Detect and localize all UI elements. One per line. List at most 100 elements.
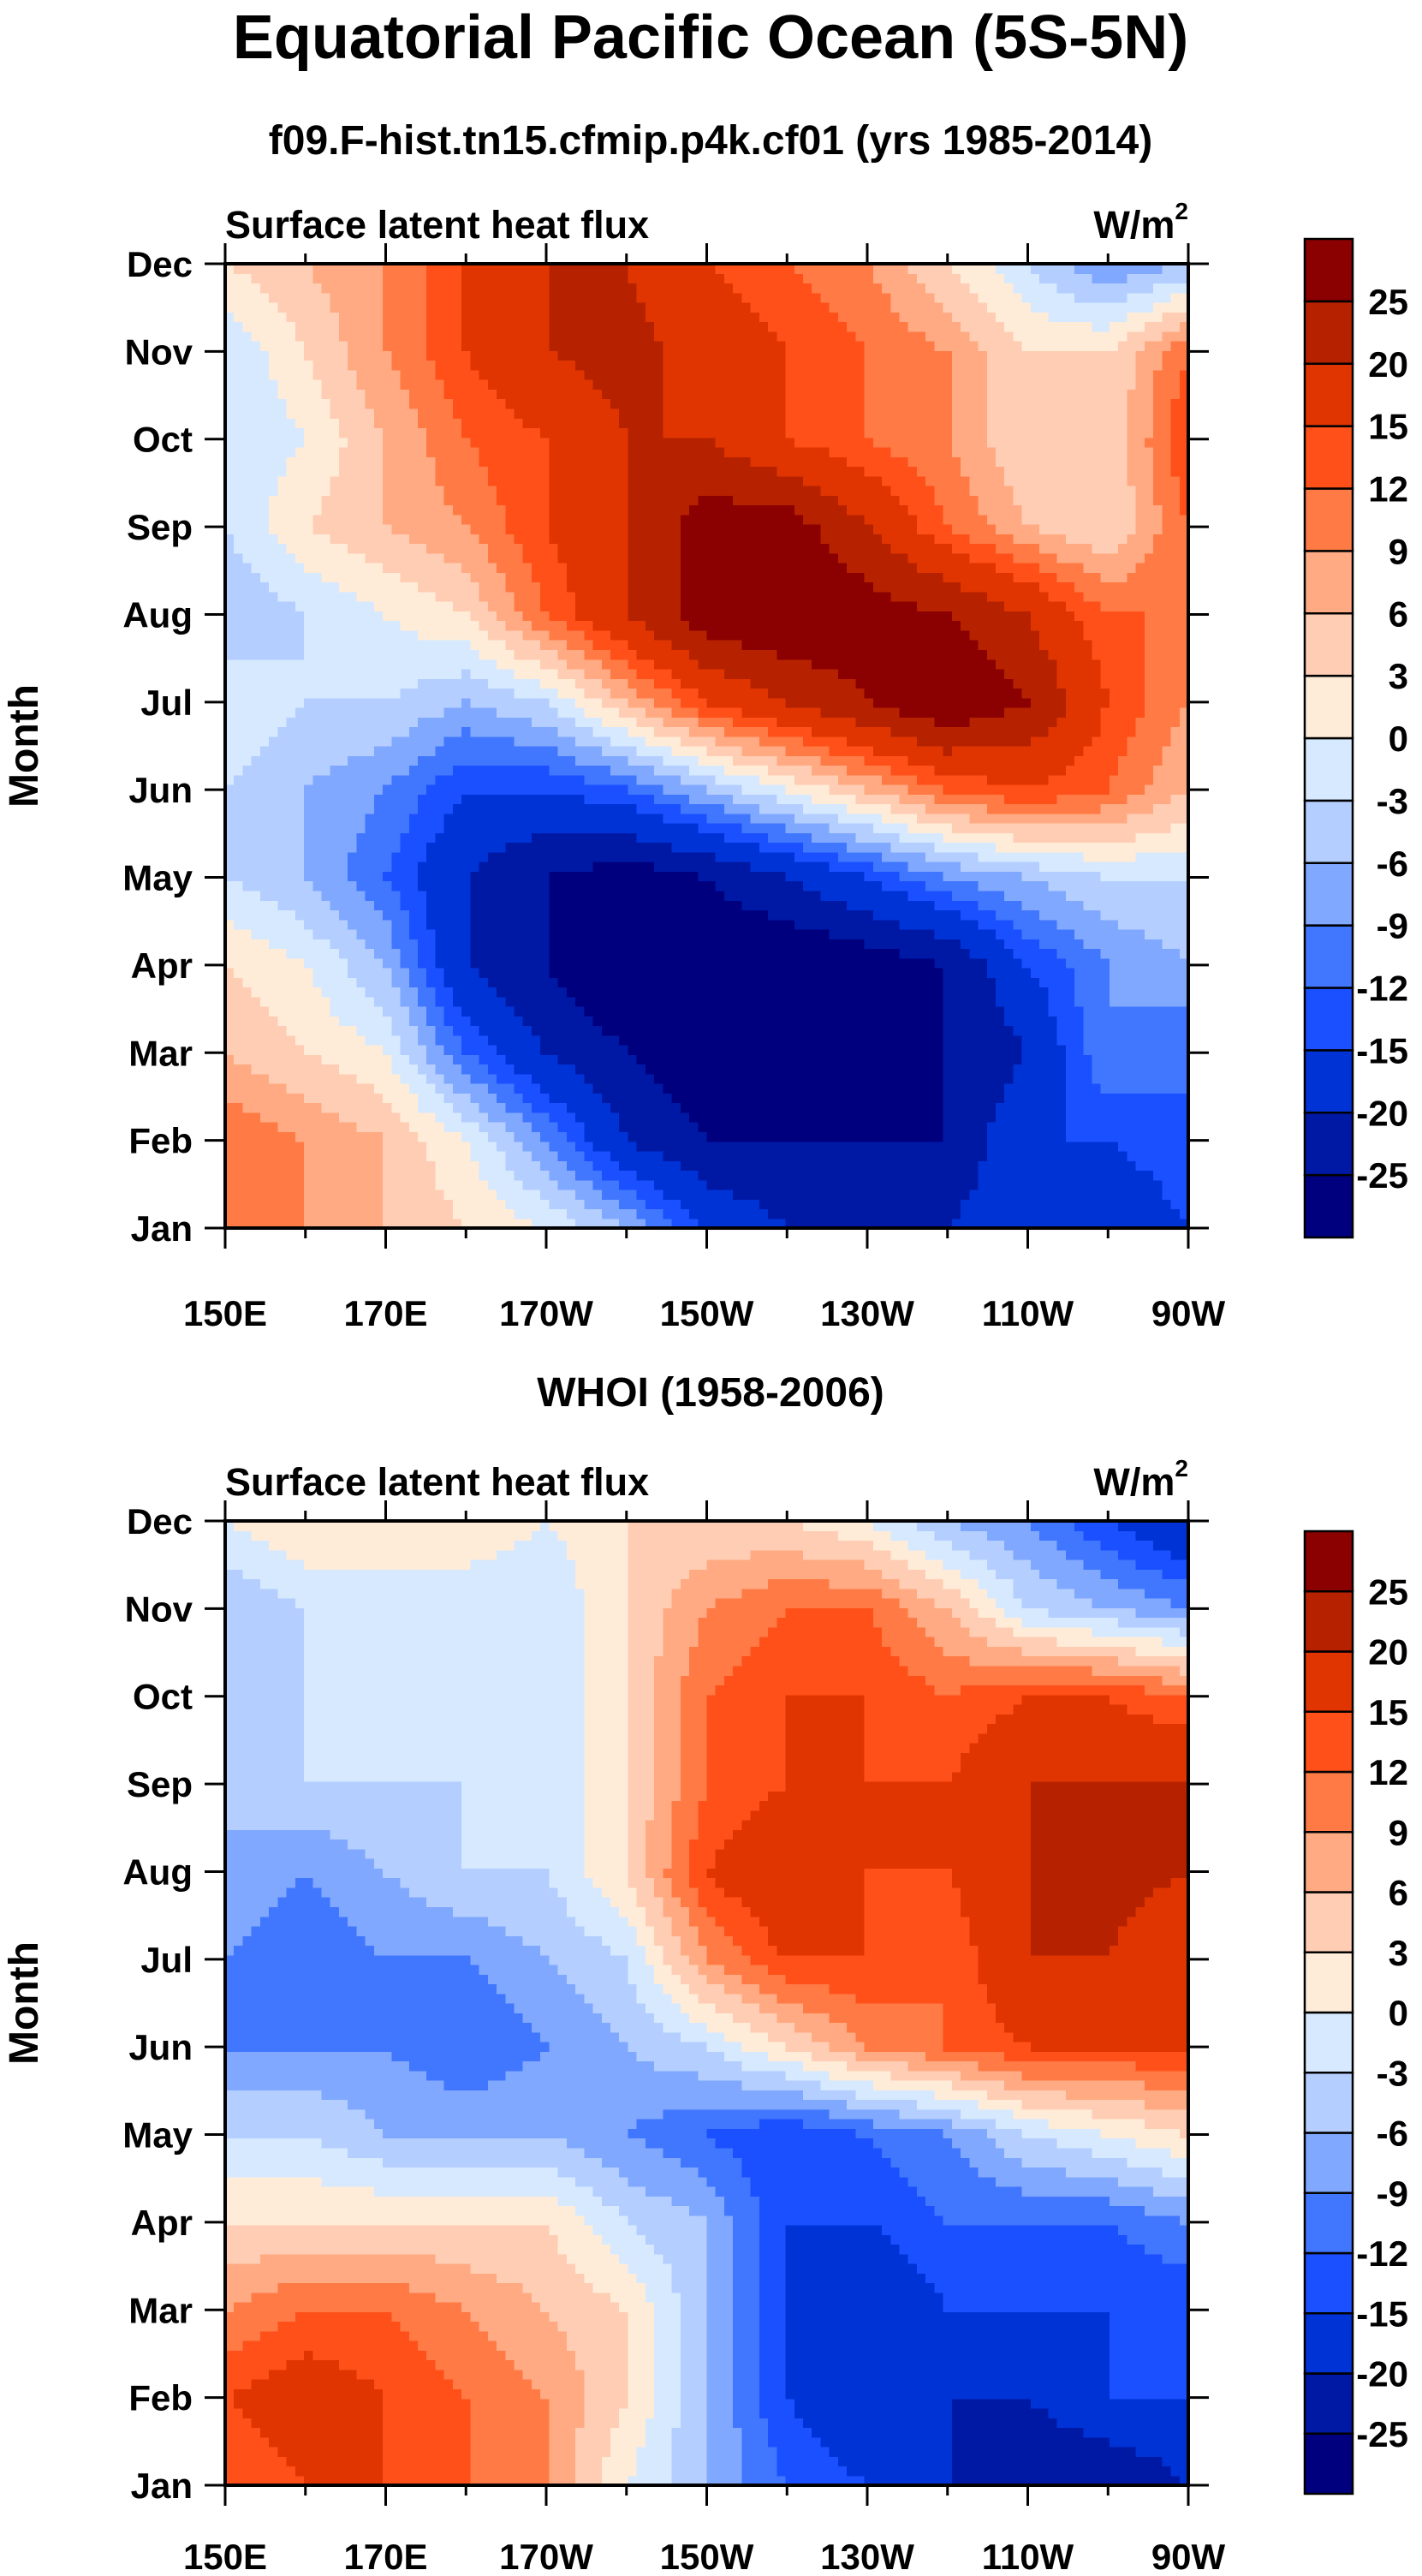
contour-cell [1056,1093,1067,1104]
contour-cell [750,928,760,939]
contour-cell [277,967,288,978]
contour-cell [487,784,497,795]
contour-cell [592,1189,603,1200]
contour-cell [934,919,944,930]
contour-cell [479,939,489,950]
contour-cell [1100,851,1110,862]
contour-cell [961,1131,970,1142]
contour-cell [365,939,375,950]
contour-cell [715,1025,725,1036]
contour-cell [251,1045,261,1055]
contour-cell [575,1006,585,1017]
contour-cell [872,939,883,950]
contour-cell [1021,1199,1032,1210]
contour-cell [750,1131,760,1142]
contour-cell [872,1025,883,1036]
contour-cell [610,928,620,939]
contour-cell [557,909,568,921]
contour-cell [1109,1006,1119,1017]
contour-cell [461,1218,471,1229]
contour-cell [715,967,725,978]
contour-cell [1135,1179,1145,1190]
contour-cell [365,1208,375,1219]
contour-cell [514,1016,524,1027]
contour-cell [330,1131,340,1142]
contour-cell [592,1122,603,1132]
contour-cell [514,784,524,795]
contour-cell [680,1141,690,1152]
contour-cell [916,996,926,1007]
contour-cell [925,996,936,1007]
contour-cell [418,1025,427,1036]
contour-cell [592,967,603,978]
contour-cell [1092,987,1102,998]
contour-cell [776,1160,787,1172]
contour-cell [225,987,235,998]
contour-cell [837,977,848,988]
contour-cell [251,1035,261,1046]
contour-cell [1109,862,1119,872]
contour-cell [820,1112,830,1123]
contour-cell [610,900,620,911]
contour-cell [487,996,497,1007]
contour-cell [934,1179,944,1190]
contour-cell [514,987,524,998]
contour-cell [689,1054,699,1065]
contour-cell [259,1199,270,1210]
contour-cell [969,987,979,998]
contour-cell [286,1073,296,1084]
contour-cell [400,1179,410,1190]
contour-cell [540,1083,550,1094]
contour-cell [1030,1064,1040,1075]
contour-cell [934,1199,944,1210]
contour-cell [373,928,384,939]
contour-cell [847,1189,856,1200]
contour-cell [741,1122,752,1132]
contour-cell [698,1122,708,1132]
contour-cell [776,1093,787,1104]
contour-cell [890,880,901,891]
contour-cell [338,919,348,930]
contour-cell [1056,948,1067,959]
contour-cell [951,1093,961,1104]
contour-cell [601,1131,611,1142]
contour-cell [916,1160,926,1172]
contour-cell [820,1025,830,1036]
contour-cell [1170,890,1181,901]
contour-cell [321,871,331,882]
contour-cell [348,880,358,891]
contour-cell [531,939,541,950]
contour-cell [1170,1035,1181,1046]
contour-cell [321,919,331,930]
contour-cell [715,987,725,998]
contour-cell [321,939,331,950]
contour-cell [803,1218,812,1229]
contour-cell [1144,987,1154,998]
contour-cell [619,1045,629,1055]
contour-cell [706,1112,717,1123]
contour-cell [391,1179,402,1190]
contour-cell [680,851,690,862]
contour-cell [443,1179,454,1190]
contour-cell [794,1073,804,1084]
contour-cell [461,1141,471,1152]
contour-cell [636,880,646,891]
contour-cell [356,1208,366,1219]
contour-cell [592,890,603,901]
contour-cell [1100,996,1110,1007]
contour-cell [636,1083,646,1094]
contour-cell [750,987,760,998]
contour-cell [400,1045,410,1055]
contour-cell [601,1064,611,1075]
contour-cell [916,1016,926,1027]
contour-cell [418,851,427,862]
contour-cell [882,1160,891,1172]
contour-cell [872,832,883,844]
contour-cell [925,1073,936,1084]
contour-cell [1013,862,1023,872]
contour-cell [373,842,384,853]
contour-cell [566,1006,576,1017]
contour-cell [426,784,437,795]
contour-cell [234,977,244,988]
contour-cell [452,1170,462,1181]
